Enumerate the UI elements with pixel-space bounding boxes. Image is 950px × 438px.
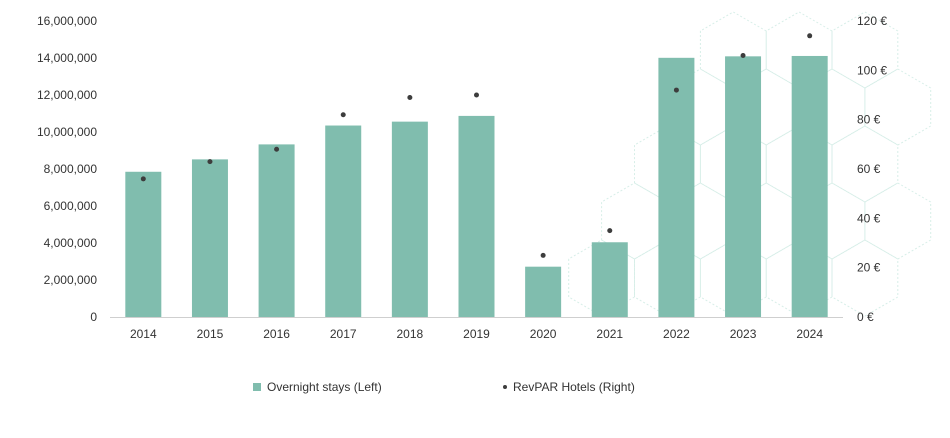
bar-2022 <box>658 57 695 317</box>
left-tick-label: 12,000,000 <box>37 88 97 102</box>
dot-2022 <box>673 87 679 93</box>
right-tick-label: 80 € <box>857 113 881 127</box>
right-tick-label: 100 € <box>857 63 887 77</box>
left-tick-label: 0 <box>90 310 97 324</box>
x-tick-label-2014: 2014 <box>130 327 157 341</box>
right-tick-label: 20 € <box>857 261 881 275</box>
bar-2018 <box>391 121 428 317</box>
x-tick-label-2016: 2016 <box>263 327 290 341</box>
bar-2015 <box>191 159 228 317</box>
dot-2015 <box>207 159 213 165</box>
bar-2024 <box>791 55 828 318</box>
legend-bar-swatch <box>253 383 261 391</box>
legend-label-revpar: RevPAR Hotels (Right) <box>513 380 635 394</box>
dot-2023 <box>740 53 746 59</box>
dot-2021 <box>607 228 613 234</box>
legend: Overnight stays (Left) RevPAR Hotels (Ri… <box>0 380 950 400</box>
hexagon-shape <box>864 68 932 146</box>
left-tick-label: 2,000,000 <box>44 273 98 287</box>
right-tick-label: 0 € <box>857 310 874 324</box>
x-tick-label-2020: 2020 <box>530 327 557 341</box>
x-tick-label-2019: 2019 <box>463 327 490 341</box>
x-tick-label-2024: 2024 <box>796 327 823 341</box>
bar-2014 <box>125 171 162 317</box>
dot-2014 <box>140 176 146 182</box>
x-tick-label-2022: 2022 <box>663 327 690 341</box>
dot-2019 <box>474 92 479 98</box>
left-tick-label: 6,000,000 <box>44 199 98 213</box>
bars-group <box>125 55 828 318</box>
bar-2019 <box>458 115 495 317</box>
x-tick-label-2015: 2015 <box>197 327 224 341</box>
x-tick-label-2023: 2023 <box>730 327 757 341</box>
dot-2016 <box>274 146 280 152</box>
bar-2021 <box>591 242 628 317</box>
right-axis-ticks: 0 € 20 € 40 € 60 € 80 € 100 € 120 € <box>857 14 887 324</box>
bar-2020 <box>525 266 562 317</box>
legend-item-overnight-stays: Overnight stays (Left) <box>253 380 382 394</box>
x-tick-label-2018: 2018 <box>397 327 424 341</box>
dot-2020 <box>540 252 546 258</box>
bar-2016 <box>258 144 295 317</box>
x-axis-ticks: 2014 2015 2016 2017 2018 2019 2020 2021 2022 2023… <box>130 327 823 341</box>
dot-2017 <box>340 112 346 118</box>
right-tick-label: 60 € <box>857 162 881 176</box>
legend-dot-swatch <box>503 385 507 389</box>
left-tick-label: 4,000,000 <box>44 236 98 250</box>
right-tick-label: 40 € <box>857 211 881 225</box>
bar-2023 <box>725 56 762 318</box>
right-tick-label: 120 € <box>857 14 887 28</box>
hexagon-shape <box>831 239 899 317</box>
dots-group <box>140 33 813 258</box>
dot-2018 <box>407 94 413 100</box>
x-tick-label-2021: 2021 <box>596 327 623 341</box>
dot-2024 <box>807 33 813 39</box>
left-tick-label: 16,000,000 <box>37 14 97 28</box>
legend-label-overnight-stays: Overnight stays (Left) <box>267 380 382 394</box>
left-axis-ticks: 0 2,000,000 4,000,000 6,000,000 8,000,000 10,… <box>37 14 97 324</box>
chart: 0 2,000,000 4,000,000 6,000,000 8,000,000 10,… <box>37 11 932 341</box>
legend-item-revpar: RevPAR Hotels (Right) <box>503 380 635 394</box>
x-tick-label-2017: 2017 <box>330 327 357 341</box>
left-tick-label: 8,000,000 <box>44 162 98 176</box>
bar-2017 <box>325 125 362 318</box>
left-tick-label: 10,000,000 <box>37 125 97 139</box>
left-tick-label: 14,000,000 <box>37 51 97 65</box>
